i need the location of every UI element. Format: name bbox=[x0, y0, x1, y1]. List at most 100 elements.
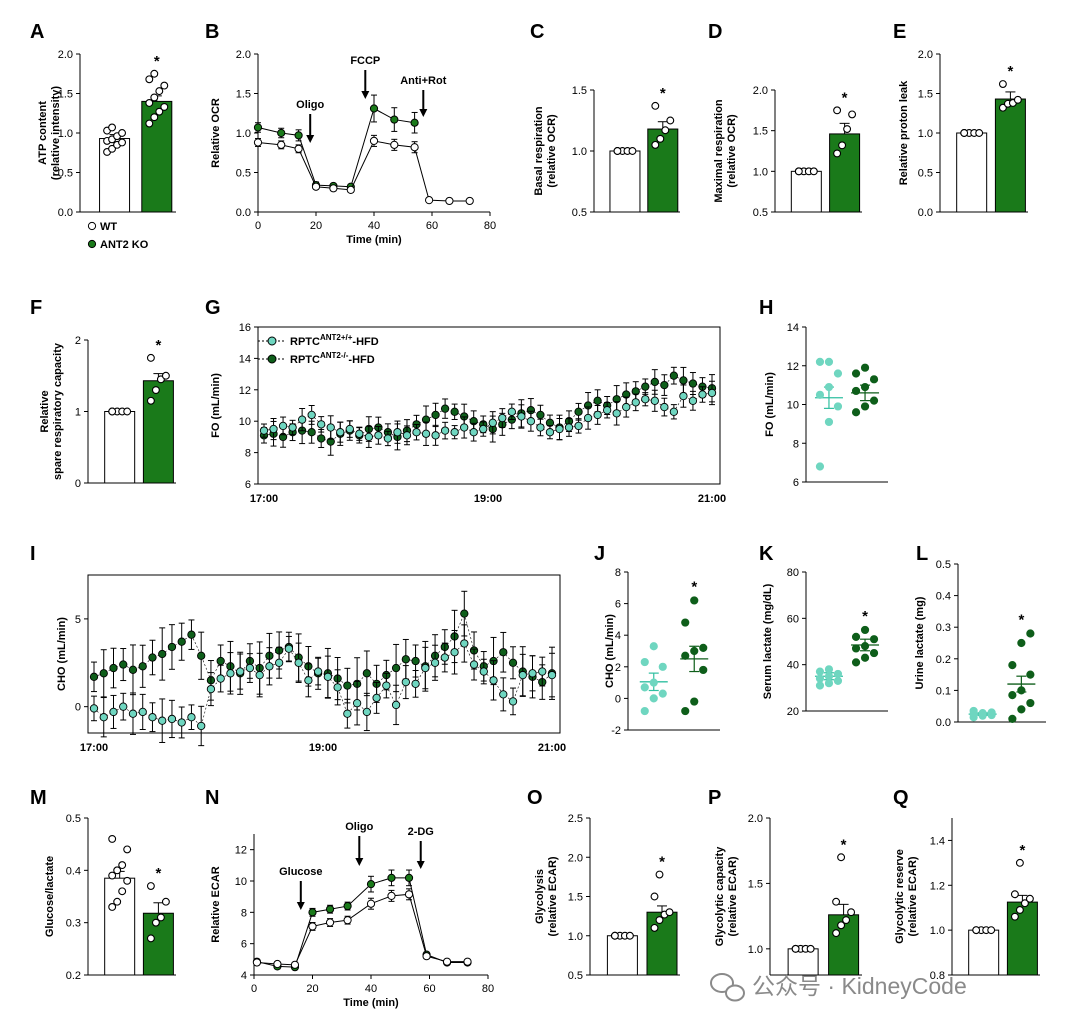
y-axis-label-b: Relative OCR bbox=[210, 98, 222, 168]
data-point-i bbox=[401, 655, 410, 664]
data-point-o bbox=[655, 916, 664, 924]
data-point-d bbox=[833, 149, 842, 158]
y-tick-label-d: 2.0 bbox=[753, 85, 768, 97]
bar-e-wt bbox=[956, 132, 988, 213]
significance-o: * bbox=[659, 854, 665, 871]
data-point-q bbox=[1015, 858, 1024, 867]
bar-o-wt bbox=[606, 935, 638, 976]
data-point-i bbox=[265, 662, 274, 671]
legend-wt-label: WT bbox=[100, 221, 117, 233]
legend-g-marker-b bbox=[267, 354, 277, 364]
data-point-h bbox=[869, 396, 879, 405]
data-point-h bbox=[833, 402, 843, 411]
data-point-b bbox=[369, 104, 379, 113]
y-tick-label-e: 1.0 bbox=[918, 128, 933, 140]
data-point-k bbox=[824, 665, 834, 674]
series-line-b-wt bbox=[257, 140, 470, 202]
data-point-b bbox=[294, 144, 303, 153]
data-point-a bbox=[108, 123, 117, 132]
y-tick-label-g: 6 bbox=[245, 479, 251, 491]
legend-ko-label: ANT2 KO bbox=[100, 239, 149, 251]
data-point-m bbox=[118, 861, 127, 870]
data-point-b bbox=[253, 138, 263, 147]
data-point-i bbox=[197, 721, 206, 731]
y-tick-label-p: 1.5 bbox=[748, 878, 763, 890]
data-point-i bbox=[284, 644, 294, 653]
y-tick-label-d: 1.0 bbox=[753, 166, 768, 178]
data-point-i bbox=[89, 672, 99, 681]
data-point-a bbox=[118, 138, 127, 147]
y-axis-label-h: FO (mL/min) bbox=[764, 372, 776, 437]
data-point-h bbox=[860, 363, 870, 372]
data-point-g bbox=[288, 423, 297, 432]
data-point-g bbox=[536, 423, 545, 432]
x-tick-label-n: 0 bbox=[251, 983, 257, 995]
data-point-e bbox=[998, 80, 1007, 88]
data-point-e bbox=[998, 103, 1007, 112]
data-point-i bbox=[489, 676, 498, 685]
legend-g: RPTCANT2+/+-HFD RPTCANT2-/--HFD bbox=[258, 333, 379, 366]
data-point-i bbox=[138, 662, 147, 671]
y-tick-label-e: 0.0 bbox=[918, 207, 933, 219]
data-point-l bbox=[978, 709, 987, 718]
data-point-m bbox=[113, 866, 122, 875]
data-point-i bbox=[343, 681, 352, 690]
arrowhead-n bbox=[296, 902, 305, 910]
data-point-k bbox=[869, 648, 879, 658]
data-point-c bbox=[613, 147, 622, 155]
x-tick-label-n: 20 bbox=[306, 983, 318, 995]
data-point-c bbox=[666, 116, 675, 125]
y-tick-label-n: 10 bbox=[235, 876, 247, 888]
legend-g-marker-a bbox=[267, 336, 277, 346]
data-point-g bbox=[412, 428, 421, 437]
data-point-g bbox=[660, 402, 669, 412]
panel-label-g: G bbox=[205, 297, 221, 319]
data-point-g bbox=[269, 424, 278, 434]
y-tick-label-a: 2.0 bbox=[58, 49, 73, 61]
data-point-k bbox=[824, 672, 834, 681]
data-point-i bbox=[508, 658, 518, 667]
data-point-d bbox=[833, 106, 842, 115]
data-point-i bbox=[148, 713, 157, 722]
panel-label-i: I bbox=[30, 543, 36, 565]
bar-q-ko bbox=[1006, 901, 1038, 976]
y-tick-label-a: 0.0 bbox=[58, 207, 73, 219]
data-point-g bbox=[536, 410, 545, 420]
y-tick-label-j: 6 bbox=[615, 599, 621, 611]
wechat-icon bbox=[710, 973, 745, 1002]
data-point-g bbox=[317, 434, 326, 443]
panel-label-h: H bbox=[759, 297, 773, 319]
data-point-k bbox=[833, 669, 843, 679]
data-point-m bbox=[151, 918, 160, 927]
y-tick-label-h: 10 bbox=[787, 400, 799, 412]
data-point-o bbox=[650, 923, 659, 932]
data-point-j bbox=[690, 697, 699, 706]
data-point-g bbox=[707, 388, 717, 398]
y-tick-label-g: 10 bbox=[239, 416, 251, 428]
data-point-i bbox=[119, 702, 128, 711]
data-point-b bbox=[390, 115, 399, 124]
y-axis-label-c: Basal respiration(relative OCR) bbox=[533, 106, 558, 196]
data-point-f bbox=[146, 396, 155, 405]
data-point-k bbox=[815, 674, 825, 683]
data-point-i bbox=[158, 716, 167, 725]
data-point-i bbox=[343, 709, 352, 718]
data-point-h bbox=[860, 382, 870, 392]
data-point-i bbox=[294, 658, 303, 667]
data-point-q bbox=[1010, 890, 1019, 899]
bar-e-ko bbox=[994, 98, 1026, 213]
data-point-n bbox=[404, 873, 414, 882]
data-point-g bbox=[679, 376, 688, 385]
data-point-i bbox=[148, 653, 157, 662]
data-point-i bbox=[255, 670, 264, 680]
bar-f-ko bbox=[142, 380, 174, 484]
data-point-i bbox=[538, 667, 547, 676]
data-point-i bbox=[109, 707, 118, 717]
data-point-g bbox=[688, 379, 698, 388]
data-point-n bbox=[273, 959, 282, 969]
data-point-a bbox=[155, 87, 164, 96]
data-point-g bbox=[526, 417, 536, 426]
data-point-g bbox=[460, 423, 469, 432]
arrowhead-b bbox=[419, 109, 428, 117]
data-point-q bbox=[1010, 912, 1019, 921]
